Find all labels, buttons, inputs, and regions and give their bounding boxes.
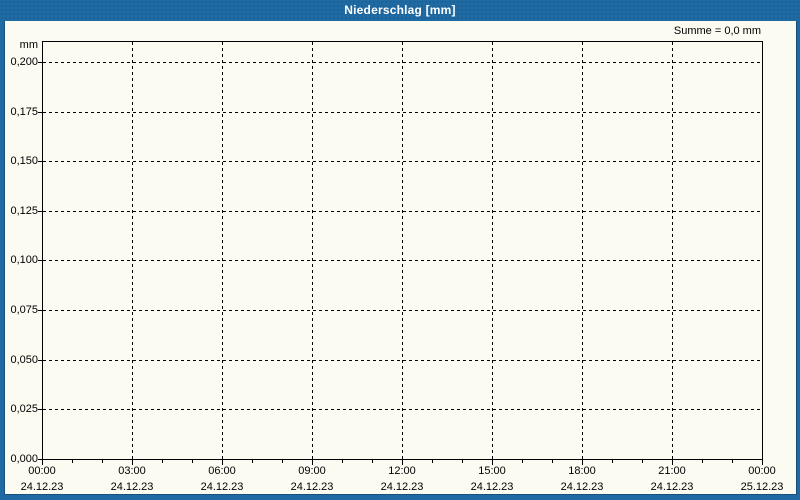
x-tick-time-label: 03:00 bbox=[118, 465, 146, 477]
x-tick-time-label: 12:00 bbox=[388, 465, 416, 477]
x-gridline bbox=[402, 42, 403, 459]
x-axis-major-tick bbox=[222, 460, 223, 465]
x-gridline bbox=[672, 42, 673, 459]
y-tick-label: 0,100 bbox=[10, 254, 38, 266]
x-axis-minor-tick bbox=[72, 460, 73, 463]
x-axis-minor-tick bbox=[162, 460, 163, 463]
y-tick-label: 0,175 bbox=[10, 106, 38, 118]
x-axis-minor-tick bbox=[612, 460, 613, 463]
x-axis-major-tick bbox=[492, 460, 493, 465]
y-tick-label: 0,075 bbox=[10, 304, 38, 316]
x-tick-time-label: 18:00 bbox=[568, 465, 596, 477]
y-axis-tick bbox=[38, 459, 42, 460]
x-axis-major-tick bbox=[312, 460, 313, 465]
y-tick-label: 0,000 bbox=[10, 453, 38, 465]
sum-annotation: Summe = 0,0 mm bbox=[673, 25, 761, 37]
x-tick-date-label: 24.12.23 bbox=[110, 481, 154, 493]
x-axis-minor-tick bbox=[102, 460, 103, 463]
x-tick-date-label: 24.12.23 bbox=[290, 481, 334, 493]
x-axis-minor-tick bbox=[552, 460, 553, 463]
y-tick-label: 0,200 bbox=[10, 56, 38, 68]
x-axis-minor-tick bbox=[732, 460, 733, 463]
x-tick-time-label: 09:00 bbox=[298, 465, 326, 477]
chart-panel: Summe = 0,0 mm mm 0,200 0,175 0,150 0,125 0,… bbox=[4, 21, 797, 495]
x-tick-time-label: 06:00 bbox=[208, 465, 236, 477]
x-gridline bbox=[312, 42, 313, 459]
x-axis-major-tick bbox=[42, 460, 43, 465]
x-gridline bbox=[132, 42, 133, 459]
x-tick-time-label: 15:00 bbox=[478, 465, 506, 477]
x-gridline bbox=[222, 42, 223, 459]
x-tick-date-label: 24.12.23 bbox=[560, 481, 604, 493]
x-tick-date-label: 24.12.23 bbox=[380, 481, 424, 493]
y-axis-tick bbox=[38, 409, 42, 410]
y-axis-unit-label: mm bbox=[19, 39, 38, 51]
x-axis-minor-tick bbox=[192, 460, 193, 463]
x-tick-time-label: 00:00 bbox=[748, 465, 776, 477]
y-axis-tick bbox=[38, 62, 42, 63]
y-tick-label: 0,125 bbox=[10, 205, 38, 217]
x-axis-major-tick bbox=[582, 460, 583, 465]
x-tick-date-label: 24.12.23 bbox=[470, 481, 514, 493]
plot-area bbox=[42, 41, 763, 460]
y-tick-label: 0,025 bbox=[10, 403, 38, 415]
window-titlebar: Niederschlag [mm] bbox=[0, 0, 800, 21]
window-title: Niederschlag [mm] bbox=[344, 3, 456, 17]
x-axis-minor-tick bbox=[282, 460, 283, 463]
x-axis-major-tick bbox=[762, 460, 763, 465]
y-axis-tick bbox=[38, 161, 42, 162]
x-axis-minor-tick bbox=[462, 460, 463, 463]
y-axis-tick bbox=[38, 112, 42, 113]
y-axis-tick bbox=[38, 360, 42, 361]
x-axis-major-tick bbox=[402, 460, 403, 465]
x-axis-major-tick bbox=[132, 460, 133, 465]
x-axis-minor-tick bbox=[702, 460, 703, 463]
x-tick-time-label: 00:00 bbox=[28, 465, 56, 477]
x-tick-date-label: 25.12.23 bbox=[740, 481, 784, 493]
x-axis-minor-tick bbox=[522, 460, 523, 463]
x-tick-date-label: 24.12.23 bbox=[650, 481, 694, 493]
plot-gridlines bbox=[43, 42, 762, 459]
x-gridline bbox=[492, 42, 493, 459]
x-axis-minor-tick bbox=[432, 460, 433, 463]
x-tick-date-label: 24.12.23 bbox=[200, 481, 244, 493]
x-axis-minor-tick bbox=[642, 460, 643, 463]
y-axis-tick bbox=[38, 310, 42, 311]
x-axis-major-tick bbox=[672, 460, 673, 465]
x-tick-time-label: 21:00 bbox=[658, 465, 686, 477]
x-gridline bbox=[582, 42, 583, 459]
x-axis-minor-tick bbox=[252, 460, 253, 463]
x-axis-minor-tick bbox=[372, 460, 373, 463]
x-axis-minor-tick bbox=[342, 460, 343, 463]
y-tick-label: 0,050 bbox=[10, 354, 38, 366]
y-tick-label: 0,150 bbox=[10, 155, 38, 167]
y-axis-tick bbox=[38, 211, 42, 212]
x-tick-date-label: 24.12.23 bbox=[20, 481, 64, 493]
y-axis-tick bbox=[38, 260, 42, 261]
